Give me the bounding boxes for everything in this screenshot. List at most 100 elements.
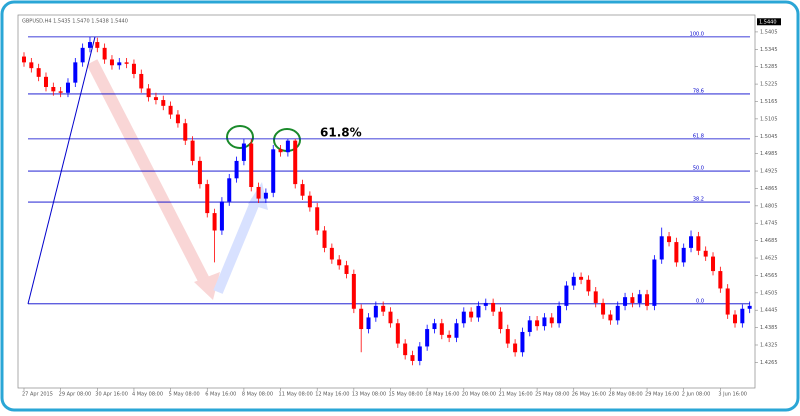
candle-body [601, 302, 606, 315]
candle [366, 313, 371, 334]
candle [454, 318, 459, 343]
fib-label: 78.6 [693, 88, 704, 94]
candle-body [124, 62, 129, 64]
x-tick-label: 20 May 08:00 [462, 392, 496, 398]
candle-body [65, 82, 70, 93]
candle-body [483, 302, 488, 306]
candle [131, 59, 136, 79]
candle [718, 266, 723, 293]
fib-label: 50.0 [693, 166, 704, 172]
candle-body [205, 184, 210, 214]
candle [80, 43, 85, 67]
candle-body [505, 329, 510, 344]
candle-body [740, 308, 745, 324]
candle-body [285, 140, 290, 153]
y-tick-label: 1.4445 [760, 308, 778, 314]
candle-body [388, 311, 393, 324]
y-tick-label: 1.5225 [760, 82, 778, 88]
candle-body [674, 242, 679, 263]
candle [102, 43, 107, 64]
candle-body [80, 47, 85, 63]
candle-body [234, 160, 239, 179]
candle-body [432, 323, 437, 330]
candle [87, 36, 92, 53]
candle [65, 78, 70, 98]
y-tick-label: 1.4625 [760, 256, 778, 262]
candle [447, 330, 452, 343]
candle-body [520, 331, 525, 353]
symbol-info: GBPUSD,H4 1.5435 1.5470 1.5438 1.5440 [22, 19, 128, 25]
candle [652, 255, 657, 311]
candle [461, 307, 466, 328]
candle [571, 272, 576, 290]
candle [469, 307, 474, 322]
down-arrow [86, 59, 212, 287]
candle [153, 92, 158, 105]
y-tick-label: 1.4325 [760, 342, 778, 348]
candle-body [425, 329, 430, 347]
plot-border [17, 14, 756, 389]
candle-body [681, 247, 686, 263]
candle [73, 58, 78, 87]
candle [271, 144, 276, 198]
candle-body [395, 323, 400, 344]
candle [608, 310, 613, 325]
candle [725, 284, 730, 319]
x-tick-label: 3 Jun 16:00 [718, 392, 747, 398]
candle-body [322, 230, 327, 248]
candle-body [190, 140, 195, 161]
candle-body [637, 294, 642, 303]
candle-body [439, 323, 444, 335]
candle [483, 298, 488, 311]
candle [168, 101, 173, 119]
candle [22, 52, 26, 67]
candle [403, 339, 408, 360]
candle [300, 179, 305, 201]
y-tick-label: 1.4685 [760, 238, 778, 244]
candle [498, 307, 503, 334]
down-arrow-head [194, 272, 220, 300]
candle-body [542, 317, 547, 327]
candle [601, 298, 606, 319]
candle-body [593, 291, 598, 303]
candle [109, 55, 114, 70]
candle-body [359, 308, 364, 330]
candle-body [615, 305, 620, 321]
x-tick-label: 5 May 08:00 [169, 392, 200, 398]
candle-body [667, 236, 672, 243]
candle [586, 275, 591, 296]
x-tick-label: 6 May 16:00 [205, 392, 236, 398]
candle-body [315, 207, 320, 231]
candle-body [366, 317, 371, 330]
fib-label: 100.0 [690, 31, 704, 37]
candle-body [733, 314, 738, 324]
y-tick-label: 1.5165 [760, 99, 778, 105]
y-tick-label: 1.5345 [760, 47, 778, 53]
candle-body [645, 294, 650, 306]
candle [513, 339, 518, 357]
candle-body [476, 305, 481, 318]
candle [307, 191, 312, 212]
candle [197, 156, 202, 189]
y-tick-label: 1.4805 [760, 203, 778, 209]
candle [351, 269, 356, 314]
y-tick-label: 1.4985 [760, 151, 778, 157]
candle-body [373, 305, 378, 318]
candle [293, 138, 298, 189]
candle [381, 301, 386, 317]
candle-body [549, 317, 554, 324]
candle-body [58, 91, 63, 93]
candle-body [557, 305, 562, 324]
candle-body [175, 114, 180, 124]
candle-body [498, 311, 503, 330]
candle [117, 58, 122, 70]
candle-body [725, 288, 730, 315]
x-tick-label: 28 May 08:00 [608, 392, 642, 398]
candle-body [718, 271, 723, 289]
candle-body [95, 42, 100, 48]
candle-body [271, 149, 276, 193]
candle [139, 69, 144, 93]
candle-body [131, 63, 136, 74]
fib-label: 61.8 [693, 133, 704, 139]
